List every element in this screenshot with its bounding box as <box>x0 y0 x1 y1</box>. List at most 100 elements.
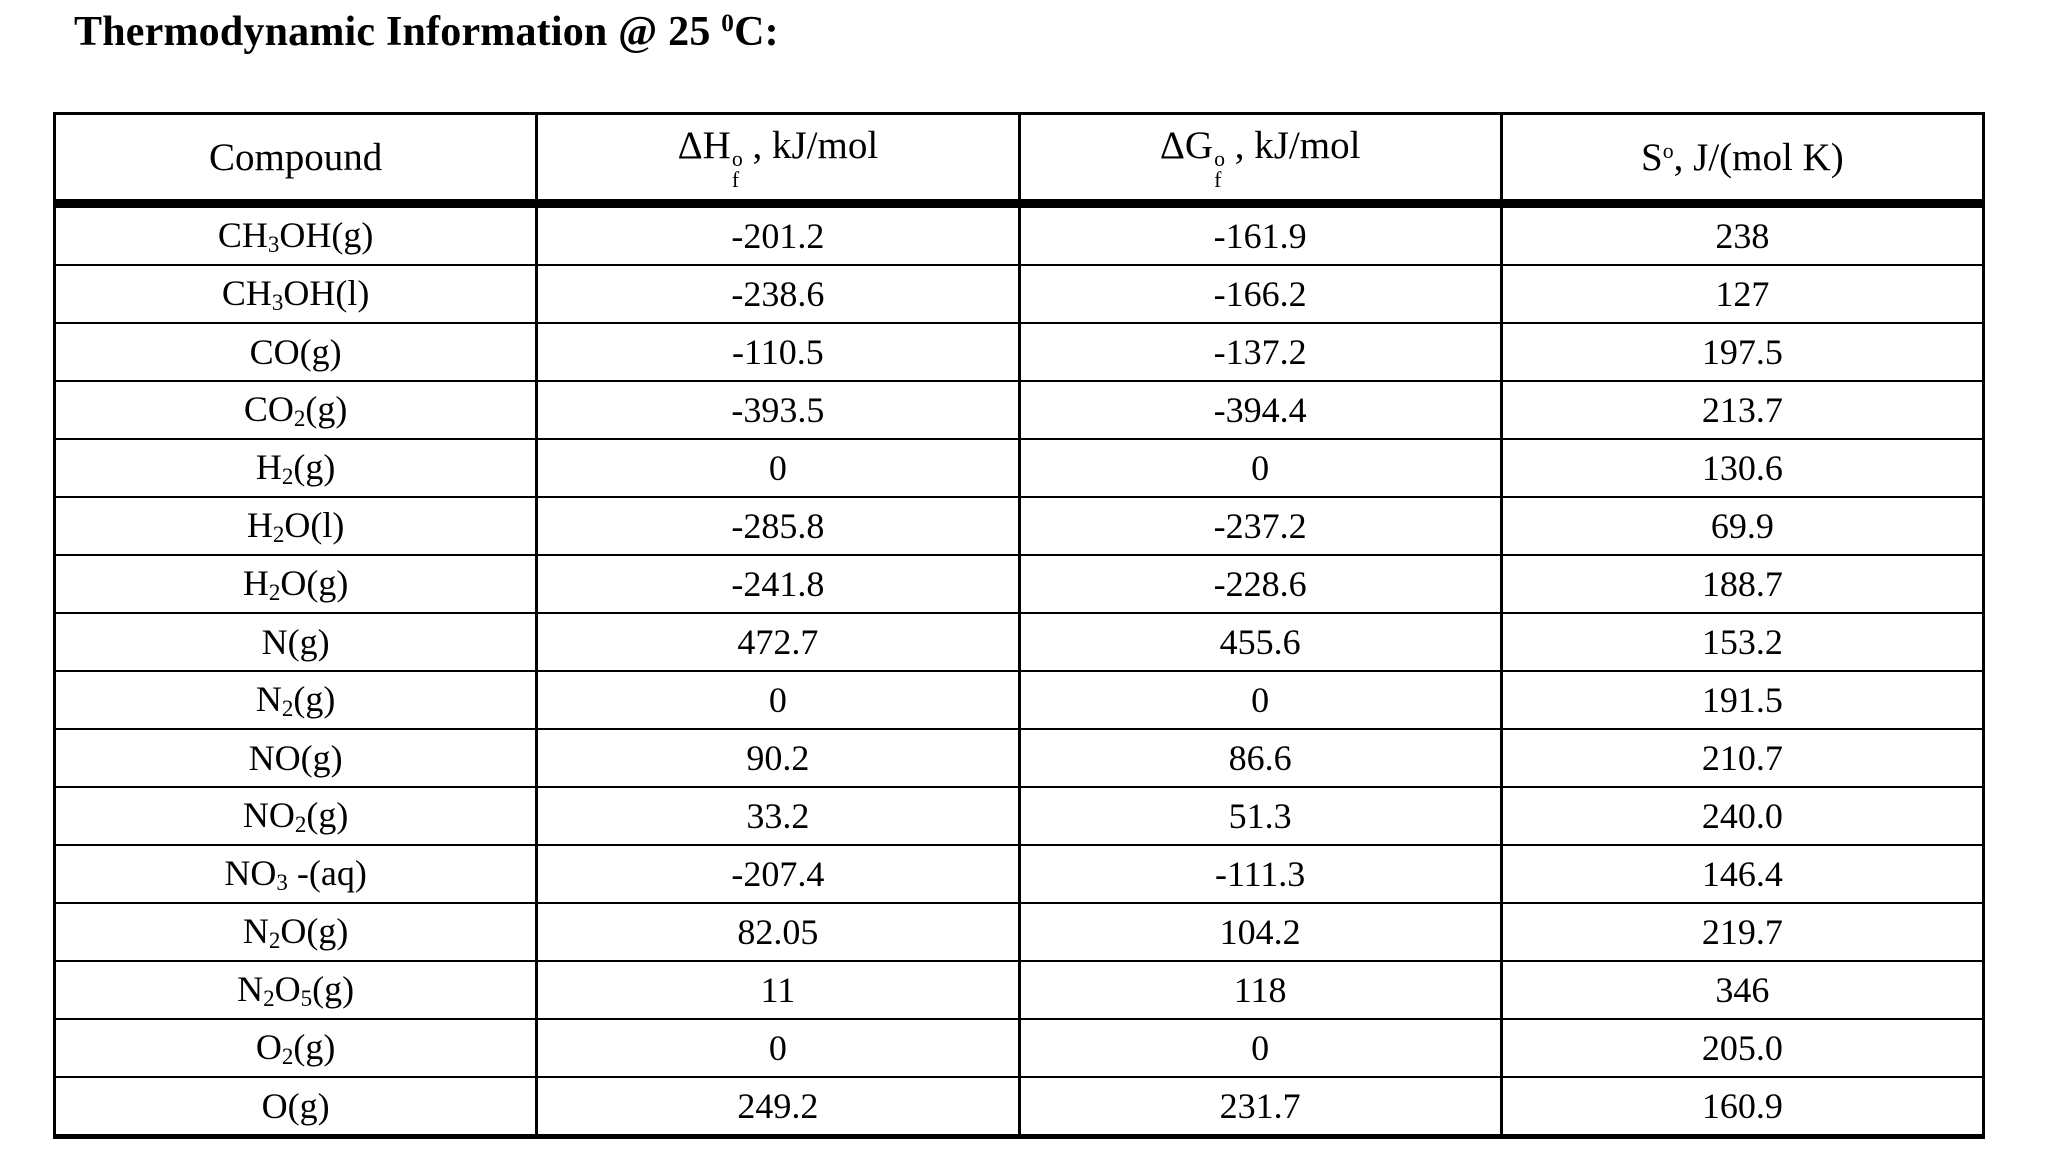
table-row: N2(g) 0 0 191.5 <box>52 670 1986 730</box>
table-row: N2O(g) 82.05 104.2 219.7 <box>52 902 1986 962</box>
cell-dhf: 82.05 <box>535 902 1021 962</box>
cell-compound: CH3OH(g) <box>52 202 539 266</box>
cell-compound: N(g) <box>52 612 539 672</box>
cell-dhf: 90.2 <box>535 728 1021 788</box>
dgf-symbol: ΔG <box>1159 124 1214 168</box>
cell-dgf: -111.3 <box>1017 844 1503 904</box>
cell-dhf: -285.8 <box>535 496 1021 556</box>
table-header: Compound ΔH o f , kJ/mol ΔG o f , kJ/mol So,… <box>52 112 1986 208</box>
cell-entropy: 153.2 <box>1499 612 1986 672</box>
title-text: Thermodynamic Information @ 25 <box>74 9 722 55</box>
cell-dgf: 0 <box>1017 1018 1503 1078</box>
cell-dhf: -207.4 <box>535 844 1021 904</box>
dgf-units: , kJ/mol <box>1224 124 1361 168</box>
cell-dgf: -161.9 <box>1017 202 1503 266</box>
table-row: H2(g) 0 0 130.6 <box>52 438 1986 498</box>
cell-dhf: 249.2 <box>535 1076 1021 1138</box>
cell-entropy: 210.7 <box>1499 728 1986 788</box>
cell-compound: O2(g) <box>52 1018 539 1078</box>
dhf-sub: f <box>731 168 740 193</box>
cell-dhf: 0 <box>535 670 1021 730</box>
cell-entropy: 146.4 <box>1499 844 1986 904</box>
cell-dgf: -166.2 <box>1017 264 1503 324</box>
cell-entropy: 130.6 <box>1499 438 1986 498</box>
cell-dgf: 0 <box>1017 438 1503 498</box>
cell-compound: NO(g) <box>52 728 539 788</box>
cell-dgf: 455.6 <box>1017 612 1503 672</box>
dhf-sup: o <box>731 147 743 172</box>
cell-dgf: 118 <box>1017 960 1503 1020</box>
cell-compound: CO(g) <box>52 322 539 382</box>
cell-dgf: 0 <box>1017 670 1503 730</box>
table-row: NO3 -(aq) -207.4 -111.3 146.4 <box>52 844 1986 904</box>
table-row: O(g) 249.2 231.7 160.9 <box>52 1076 1986 1138</box>
cell-dhf: -201.2 <box>535 202 1021 266</box>
cell-dgf: 51.3 <box>1017 786 1503 846</box>
entropy-symbol: S <box>1641 135 1663 179</box>
dgf-sub: f <box>1214 168 1222 193</box>
table-body: CH3OH(g) -201.2 -161.9 238 CH3OH(l) -238… <box>52 202 1986 1138</box>
dhf-units: , kJ/mol <box>742 124 879 168</box>
cell-dhf: 33.2 <box>535 786 1021 846</box>
cell-entropy: 160.9 <box>1499 1076 1986 1138</box>
table-row: H2O(g) -241.8 -228.6 188.7 <box>52 554 1986 614</box>
cell-entropy: 205.0 <box>1499 1018 1986 1078</box>
cell-entropy: 188.7 <box>1499 554 1986 614</box>
table-row: H2O(l) -285.8 -237.2 69.9 <box>52 496 1986 556</box>
cell-dhf: -238.6 <box>535 264 1021 324</box>
cell-dgf: -228.6 <box>1017 554 1503 614</box>
cell-dgf: 231.7 <box>1017 1076 1503 1138</box>
cell-dhf: -241.8 <box>535 554 1021 614</box>
cell-entropy: 69.9 <box>1499 496 1986 556</box>
cell-entropy: 127 <box>1499 264 1986 324</box>
table-row: CH3OH(g) -201.2 -161.9 238 <box>52 202 1986 266</box>
col-header-entropy: So, J/(mol K) <box>1499 112 1986 208</box>
cell-dhf: 11 <box>535 960 1021 1020</box>
col-header-compound: Compound <box>52 112 539 208</box>
title-rest: C: <box>734 9 779 55</box>
table-row: CO2(g) -393.5 -394.4 213.7 <box>52 380 1986 440</box>
cell-entropy: 346 <box>1499 960 1986 1020</box>
table-row: N(g) 472.7 455.6 153.2 <box>52 612 1986 672</box>
cell-dhf: 0 <box>535 1018 1021 1078</box>
table-row: N2O5(g) 11 118 346 <box>52 960 1986 1020</box>
cell-entropy: 219.7 <box>1499 902 1986 962</box>
cell-compound: N2O(g) <box>52 902 539 962</box>
cell-dgf: -237.2 <box>1017 496 1503 556</box>
cell-compound: NO2(g) <box>52 786 539 846</box>
cell-compound: H2(g) <box>52 438 539 498</box>
dhf-symbol: ΔH <box>677 124 731 168</box>
page-title: Thermodynamic Information @ 25 0C: <box>74 8 779 56</box>
thermodynamic-table: Compound ΔH o f , kJ/mol ΔG o f , kJ/mol So,… <box>52 112 1986 1139</box>
col-header-dhf: ΔH o f , kJ/mol <box>535 112 1021 208</box>
cell-entropy: 191.5 <box>1499 670 1986 730</box>
cell-dhf: -110.5 <box>535 322 1021 382</box>
cell-dgf: -137.2 <box>1017 322 1503 382</box>
entropy-units: , J/(mol K) <box>1673 135 1844 179</box>
cell-compound: CH3OH(l) <box>52 264 539 324</box>
cell-entropy: 197.5 <box>1499 322 1986 382</box>
cell-compound: O(g) <box>52 1076 539 1138</box>
cell-compound: H2O(l) <box>52 496 539 556</box>
entropy-sup: o <box>1662 138 1674 163</box>
cell-dhf: 0 <box>535 438 1021 498</box>
cell-compound: CO2(g) <box>52 380 539 440</box>
cell-entropy: 213.7 <box>1499 380 1986 440</box>
table-row: NO(g) 90.2 86.6 210.7 <box>52 728 1986 788</box>
table-row: O2(g) 0 0 205.0 <box>52 1018 1986 1078</box>
header-row: Compound ΔH o f , kJ/mol ΔG o f , kJ/mol So,… <box>52 112 1986 208</box>
cell-compound: N2O5(g) <box>52 960 539 1020</box>
dgf-sup: o <box>1214 147 1225 172</box>
cell-dhf: 472.7 <box>535 612 1021 672</box>
table-row: CO(g) -110.5 -137.2 197.5 <box>52 322 1986 382</box>
title-superscript: 0 <box>721 10 735 38</box>
cell-dgf: 86.6 <box>1017 728 1503 788</box>
cell-dgf: -394.4 <box>1017 380 1503 440</box>
cell-entropy: 240.0 <box>1499 786 1986 846</box>
col-header-dgf: ΔG o f , kJ/mol <box>1017 112 1503 208</box>
cell-entropy: 238 <box>1499 202 1986 266</box>
cell-compound: NO3 -(aq) <box>52 844 539 904</box>
